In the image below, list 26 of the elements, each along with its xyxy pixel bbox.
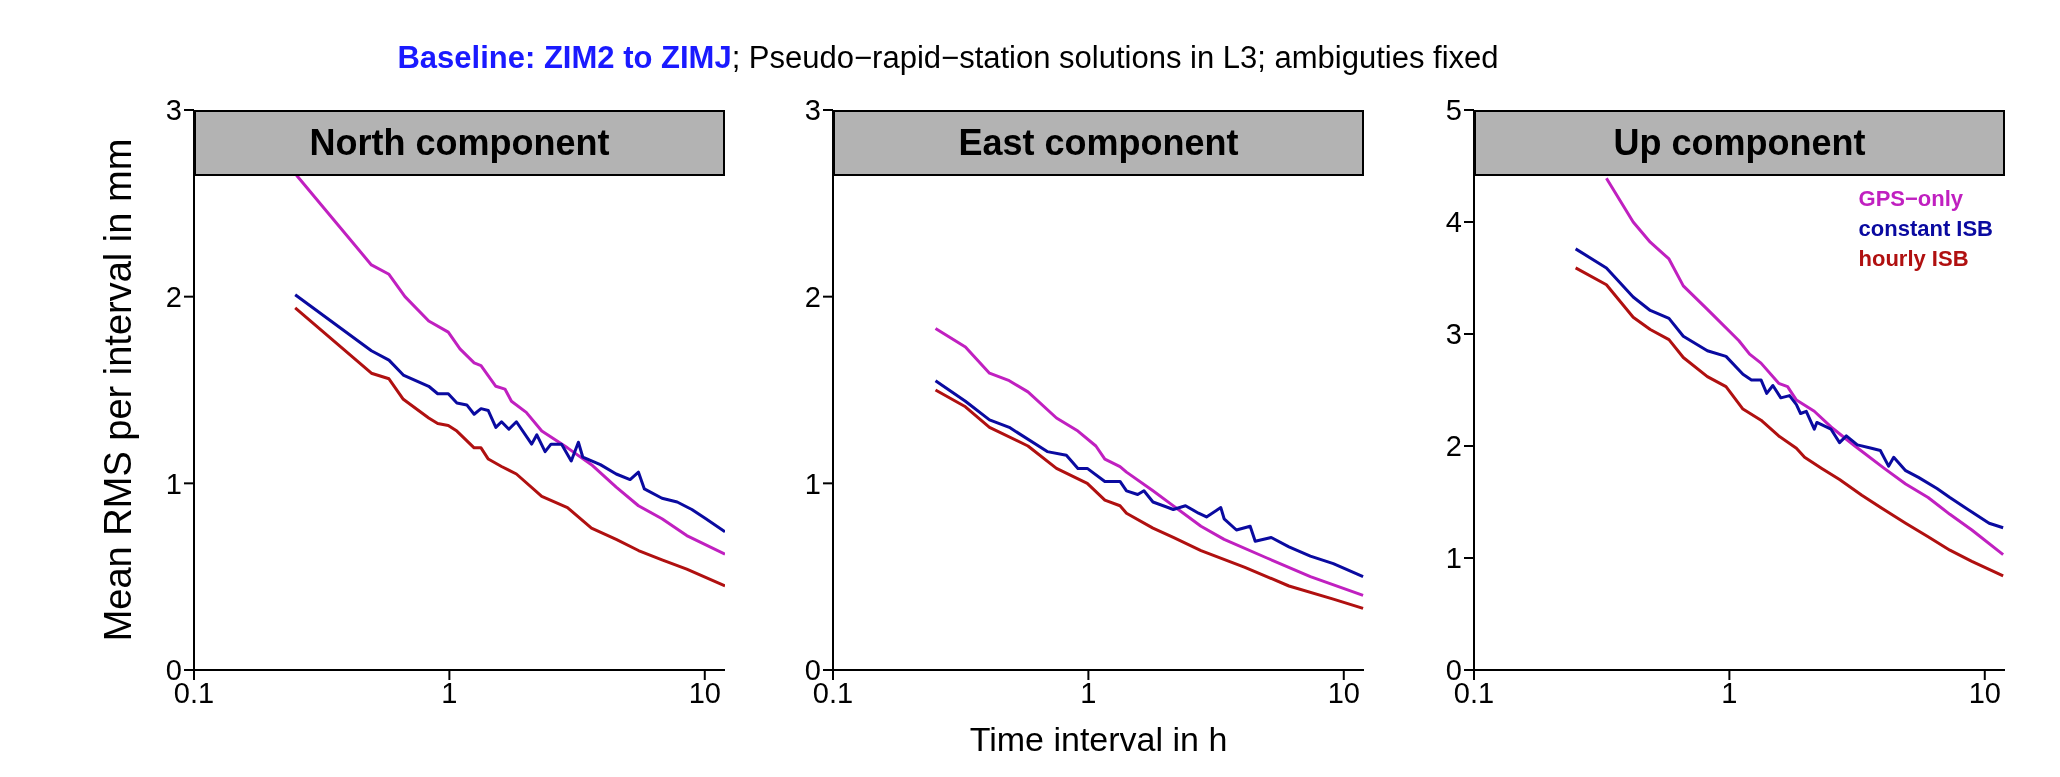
x-tick-label: 1 [1080,676,1097,709]
y-tick-label: 1 [1445,542,1462,575]
text: GPS−only [1858,185,1965,213]
y-tick-label: 4 [1445,206,1462,239]
text: hourly ISB [1858,245,1970,273]
title-box: East component [833,110,1364,176]
x-axis-title: Time interval in h [968,720,1229,759]
x-tick-label: 10 [688,676,721,709]
y-tick-label: 1 [804,467,821,500]
y-tick-label: 3 [165,94,182,127]
y-tick-label: 3 [804,94,821,127]
y-tick-label: 2 [804,280,821,313]
title-box: Up component [1474,110,2005,176]
x-tick-label: 1 [1721,676,1738,709]
title-box: North component [194,110,725,176]
y-tick-label: 2 [165,280,182,313]
y-axis-title: Mean RMS per interval in mm [96,138,140,642]
y-tick-label: 5 [1445,94,1462,127]
x-tick-label: 10 [1968,676,2001,709]
y-tick-label: 3 [1445,318,1462,351]
y-tick-label: 2 [1445,430,1462,463]
text: Baseline: ZIM2 to ZIMJ; Pseudo−rapid−station solutions in L3; ambiguties fixed [396,40,1500,76]
x-tick-label: 1 [441,676,458,709]
y-tick-label: 1 [165,467,182,500]
x-tick-label: 10 [1327,676,1360,709]
text: constant ISB [1858,215,1993,243]
